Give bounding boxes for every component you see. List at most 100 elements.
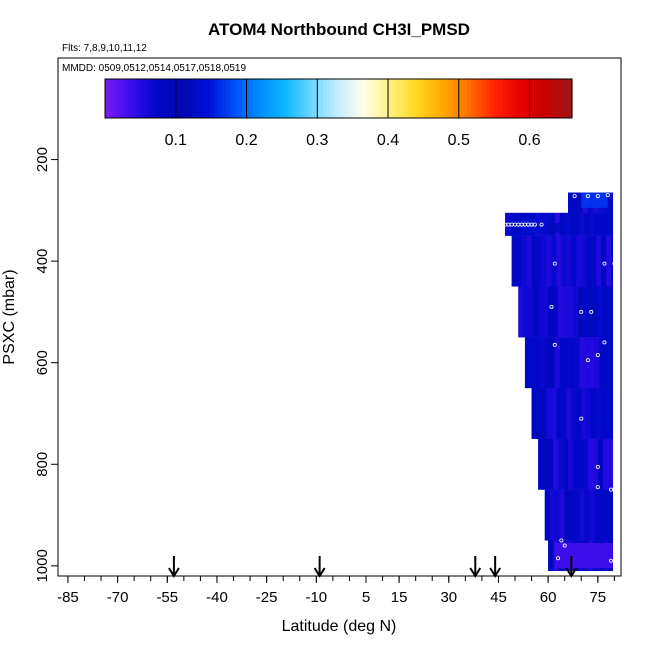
plot-frame <box>57 57 622 577</box>
colorbar-segment <box>529 79 534 118</box>
heatmap-cell <box>572 192 579 213</box>
colorbar-segment <box>396 79 402 118</box>
heatmap-cell <box>602 286 609 338</box>
sample-point <box>589 309 594 314</box>
heatmap-cell <box>609 337 614 389</box>
x-axis-label: Latitude (deg N) <box>282 618 397 635</box>
heatmap-cell <box>546 235 552 287</box>
heatmap-cell <box>536 235 542 287</box>
sample-point <box>579 309 584 314</box>
colorbar-segment <box>330 79 336 118</box>
heatmap-cell <box>572 438 579 490</box>
colorbar-segment <box>124 79 129 118</box>
sample-point <box>539 222 544 227</box>
heatmap-cell <box>594 337 600 389</box>
heatmap-cell <box>594 489 600 541</box>
colorbar-segment <box>513 79 519 118</box>
heatmap-cell <box>505 212 511 236</box>
heatmap-cell <box>597 438 604 490</box>
heatmap-cell <box>546 388 552 439</box>
heatmap-cell <box>541 388 547 439</box>
heatmap-cell <box>574 489 580 541</box>
colorbar-segment <box>377 79 382 118</box>
plot-area <box>168 192 617 578</box>
x-tick-label: 60 <box>540 589 557 606</box>
colorbar-segment <box>443 79 449 118</box>
colorbar-segment <box>505 79 511 118</box>
heatmap-cell <box>596 235 602 287</box>
colorbar-segment <box>334 79 340 118</box>
colorbar-segment <box>182 79 188 118</box>
heatmap-cell <box>586 388 592 439</box>
heatmap-cell <box>526 235 532 287</box>
heatmap-cell <box>559 212 565 236</box>
colorbar-segment <box>389 79 394 118</box>
colorbar-segment <box>202 79 207 118</box>
colorbar-segment <box>233 79 238 118</box>
heatmap-cell <box>544 337 551 389</box>
flights-label: Flts: 7,8,9,10,11,12 <box>62 43 147 54</box>
colorbar-segment <box>338 79 343 118</box>
colorbar-segment <box>392 79 398 118</box>
colorbar-segment <box>295 79 301 118</box>
heatmap-cell <box>538 438 544 490</box>
colorbar-segment <box>136 79 141 118</box>
colorbar-segment <box>260 79 266 118</box>
colorbar-segment <box>459 79 464 118</box>
colorbar-segment <box>564 79 569 118</box>
colorbar-segment <box>307 79 312 118</box>
colorbar-segment <box>404 79 410 118</box>
colorbar-segment <box>108 79 114 118</box>
heatmap-cell <box>604 337 610 389</box>
colorbar-segment <box>482 79 487 118</box>
colorbar-segment <box>241 79 246 118</box>
heatmap-cell <box>558 438 564 490</box>
colorbar-segment <box>447 79 452 118</box>
colorbar-segment <box>264 79 270 118</box>
sample-point <box>595 194 600 199</box>
heatmap-cell <box>553 438 559 490</box>
sample-point <box>595 353 600 358</box>
heatmap-cell <box>539 212 546 236</box>
colorbar-segment <box>486 79 491 118</box>
heatmap-cell <box>601 235 607 287</box>
colorbar-segment <box>159 79 164 118</box>
heatmap-cell <box>544 212 551 236</box>
sample-point <box>579 416 584 421</box>
heatmap-cell <box>602 438 609 490</box>
colorbar-segment <box>105 79 110 118</box>
x-tick-label: -10 <box>305 589 327 606</box>
colorbar-segment <box>494 79 499 118</box>
heatmap-cell <box>533 286 539 338</box>
heatmap-cell <box>566 388 572 439</box>
colorbar-segment <box>132 79 137 118</box>
colorbar-frame <box>104 78 573 119</box>
colorbar-segment <box>466 79 472 118</box>
colorbar-segment <box>412 79 417 118</box>
heatmap-highlight <box>521 217 542 234</box>
y-axis-label: PSXC (mbar) <box>1 269 18 364</box>
heatmap-cell <box>591 235 597 287</box>
colorbar-segment <box>291 79 297 118</box>
heatmap-cell <box>609 489 614 541</box>
x-tick-label: 5 <box>362 589 370 606</box>
heatmap-cell <box>591 388 597 439</box>
heatmap-cell <box>579 212 585 236</box>
flight-arrows <box>168 556 578 578</box>
colorbar-segment <box>365 79 371 118</box>
colorbar-tick-label: 0.4 <box>377 132 399 149</box>
heatmap-cell <box>531 388 537 439</box>
heatmap-cell <box>541 235 547 287</box>
colorbar-segment <box>540 79 546 118</box>
heatmap-cell <box>599 212 605 236</box>
heatmap-cell <box>564 337 570 389</box>
heatmap-cell <box>528 286 534 338</box>
heatmap-cell <box>564 489 570 541</box>
colorbar-segment <box>357 79 363 118</box>
x-tick-label: -85 <box>57 589 79 606</box>
heatmap-cell <box>581 235 587 287</box>
heatmap-cell <box>581 388 587 439</box>
colorbar-segment <box>303 79 308 118</box>
colorbar-segment <box>140 79 145 118</box>
heatmap-cell <box>515 212 521 236</box>
